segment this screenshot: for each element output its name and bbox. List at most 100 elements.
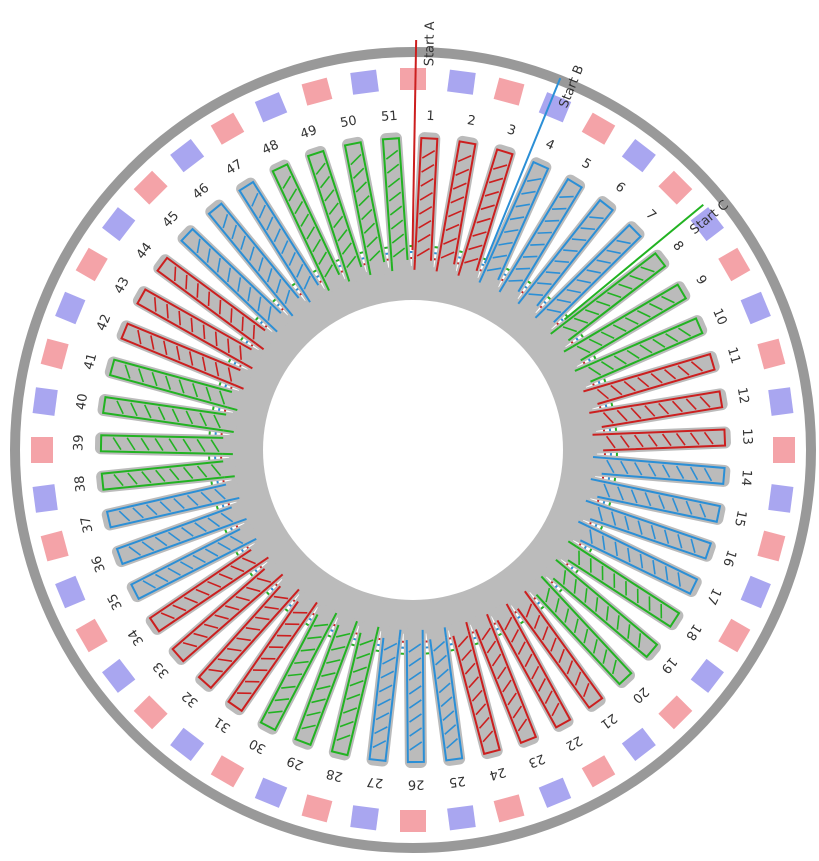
magnet [447, 805, 476, 830]
magnet-block [691, 659, 724, 693]
coil-lead [445, 627, 446, 637]
slot-label: 39 [71, 434, 86, 451]
magnet-block [658, 171, 692, 205]
magnet [33, 484, 58, 513]
magnet-block [170, 728, 204, 761]
magnet-block [76, 248, 108, 282]
magnet-block [582, 113, 616, 145]
magnet-block [102, 659, 135, 693]
magnet [494, 78, 525, 106]
stator-diagram: 1234567891011121314151617181920212223242… [0, 0, 819, 861]
magnet-block [768, 484, 793, 513]
slot: 39 [71, 432, 235, 458]
magnet-block [718, 619, 750, 653]
slot-label: 37 [78, 515, 96, 534]
magnet [211, 755, 245, 787]
magnet-block [350, 70, 379, 95]
magnet [494, 794, 525, 822]
magnet [741, 576, 771, 608]
magnet-block [768, 387, 793, 416]
magnet-block [741, 576, 771, 608]
start-label: Start A [422, 21, 438, 66]
slot-label: 22 [563, 732, 585, 753]
slot-label: 46 [190, 181, 212, 203]
coil-lead [399, 630, 400, 640]
slot-label: 49 [299, 123, 319, 142]
magnet [582, 113, 616, 145]
coil-lead [225, 476, 235, 477]
magnet [400, 810, 426, 832]
magnet-block [757, 339, 785, 370]
slot-label: 38 [72, 475, 89, 493]
magnet-block [302, 78, 333, 106]
magnet [350, 70, 379, 95]
slot-label: 15 [731, 509, 749, 528]
magnet-block [134, 695, 168, 729]
magnet-block [102, 207, 135, 241]
slot-label: 42 [94, 312, 114, 333]
slot-label: 12 [734, 386, 751, 405]
magnet [255, 778, 287, 808]
slot-label: 27 [366, 773, 384, 790]
magnet-block [494, 78, 525, 106]
magnet-block [302, 794, 333, 822]
slot-label: 10 [709, 306, 729, 327]
magnet [55, 292, 85, 324]
slot-label: 4 [543, 137, 557, 154]
slot-label: 16 [719, 548, 739, 569]
slot-label: 21 [597, 710, 619, 732]
magnet-block [539, 778, 571, 808]
magnet [302, 794, 333, 822]
magnet [622, 728, 656, 761]
magnet-block [350, 805, 379, 830]
slot-label: 18 [682, 621, 704, 643]
magnet [741, 292, 771, 324]
slot-label: 7 [642, 207, 658, 223]
slot-label: 8 [669, 238, 686, 254]
slot-label: 2 [466, 113, 477, 129]
magnet-block [55, 292, 85, 324]
magnet-block [447, 805, 476, 830]
slot-label: 9 [692, 273, 709, 288]
slot-label: 11 [724, 346, 743, 366]
slot-label: 25 [448, 773, 466, 790]
slot-label: 1 [426, 109, 435, 124]
magnet [768, 484, 793, 513]
magnet-block [134, 171, 168, 205]
magnet-block [76, 619, 108, 653]
slot-label: 19 [658, 654, 680, 676]
slot-label: 41 [81, 352, 100, 372]
slot-label: 43 [112, 275, 133, 297]
slot-label: 28 [325, 765, 345, 783]
slot-label: 45 [160, 209, 182, 231]
magnet [170, 728, 204, 761]
magnet [170, 139, 204, 172]
slot-label: 34 [125, 626, 147, 648]
slot-label: 30 [247, 735, 269, 756]
magnet [622, 139, 656, 172]
slot-label: 36 [89, 554, 109, 575]
magnet-block [255, 92, 287, 122]
magnet-block [757, 531, 785, 562]
coil-lead [593, 457, 603, 458]
magnet-block [211, 113, 245, 145]
magnet-block [658, 695, 692, 729]
slot-label: 33 [150, 658, 172, 680]
slot-label: 50 [339, 113, 358, 131]
magnet-block [622, 139, 656, 172]
slot-label: 5 [579, 156, 594, 173]
magnet-block [33, 387, 58, 416]
magnet [658, 171, 692, 205]
magnet [691, 659, 724, 693]
magnet [718, 619, 750, 653]
magnet-block [170, 139, 204, 172]
magnet [757, 339, 785, 370]
magnet-block [447, 70, 476, 95]
magnet [718, 248, 750, 282]
slot-label: 29 [285, 753, 306, 773]
magnet-block [33, 484, 58, 513]
slot-label: 31 [211, 714, 233, 736]
magnet [255, 92, 287, 122]
coil-lead [224, 431, 234, 432]
magnet [658, 695, 692, 729]
